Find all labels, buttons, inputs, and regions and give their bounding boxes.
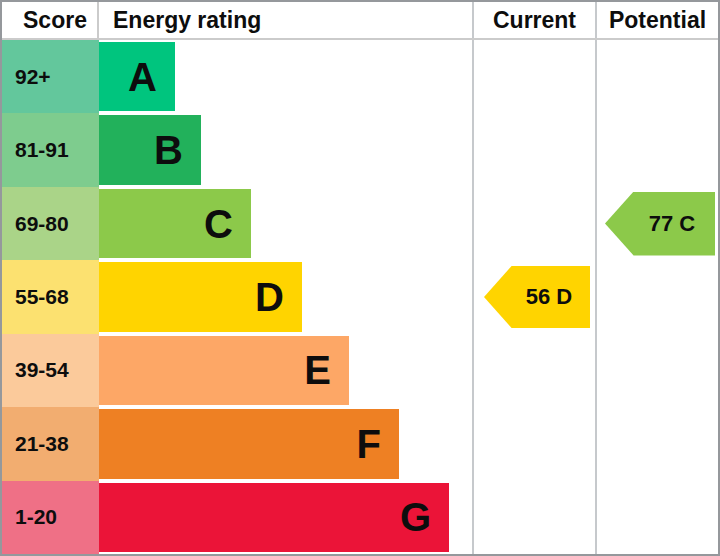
potential-arrow: 77 C [605,192,715,256]
current-arrow: 56 D [484,266,590,328]
rating-letter: E [304,350,331,390]
score-range: 81-91 [2,113,99,186]
header-potential: Potential [595,2,718,38]
potential-arrow-label: 77 C [649,211,695,237]
score-range: 21-38 [2,407,99,480]
rating-bar-b: B [99,115,201,184]
potential-cell [595,334,718,407]
band-row-b: 81-91 B [2,113,718,186]
current-arrow-label: 56 D [526,284,572,310]
score-range: 92+ [2,40,99,113]
score-range: 39-54 [2,334,99,407]
band-row-e: 39-54 E [2,334,718,407]
current-cell [472,40,595,113]
band-row-a: 92+ A [2,40,718,113]
rating-bar-a: A [99,42,175,111]
band-row-g: 1-20 G [2,481,718,554]
rating-bar-e: E [99,336,349,405]
rating-letter: C [204,204,233,244]
current-cell [472,113,595,186]
score-range: 69-80 [2,187,99,260]
band-row-f: 21-38 F [2,407,718,480]
rating-letter: A [128,57,157,97]
current-cell [472,187,595,260]
header-current: Current [472,2,595,38]
band-row-c: 69-80 C 77 C [2,187,718,260]
rating-bar-f: F [99,409,399,478]
current-cell [472,481,595,554]
current-cell [472,334,595,407]
rating-bar-d: D [99,262,302,331]
potential-cell [595,260,718,333]
current-cell [472,407,595,480]
potential-cell [595,40,718,113]
potential-cell [595,113,718,186]
potential-cell: 77 C [595,187,718,260]
header-energy-rating: Energy rating [99,2,472,38]
potential-cell [595,407,718,480]
score-range: 1-20 [2,481,99,554]
rating-bar-c: C [99,189,251,258]
rating-letter: F [357,424,381,464]
header-score: Score [2,2,99,38]
rating-letter: D [255,277,284,317]
header-row: Score Energy rating Current Potential [2,2,718,40]
epc-rating-chart: Score Energy rating Current Potential 92… [0,0,720,556]
rating-bar-g: G [99,483,449,552]
rating-letter: G [400,497,431,537]
current-cell: 56 D [472,260,595,333]
rating-letter: B [154,130,183,170]
band-row-d: 55-68 D 56 D [2,260,718,333]
score-range: 55-68 [2,260,99,333]
potential-cell [595,481,718,554]
